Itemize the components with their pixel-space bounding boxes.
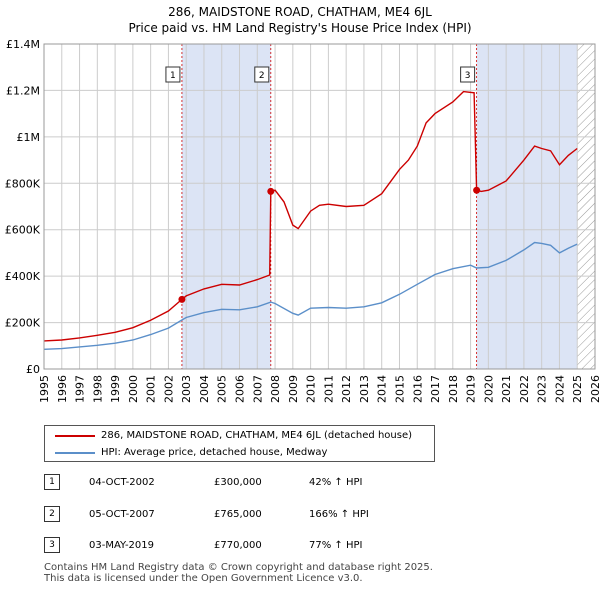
x-tick-label: 1998 [91,375,104,403]
sale-number-badge: 1 [44,474,60,490]
chart-title-line1: 286, MAIDSTONE ROAD, CHATHAM, ME4 6JL [168,5,432,19]
footer-line2: This data is licensed under the Open Gov… [44,573,363,584]
sale-hpi-change: 166% ↑ HPI [309,509,369,520]
sale-point-2 [267,187,275,195]
x-tick-label: 2022 [518,375,531,403]
sale-row-1: 1 04-OCT-2002 £300,000 42% ↑ HPI [44,474,444,492]
x-tick-label: 2015 [393,375,406,403]
sale-point-3 [473,186,481,194]
chart-title: 286, MAIDSTONE ROAD, CHATHAM, ME4 6JL Pr… [0,4,600,36]
footer-line1: Contains HM Land Registry data © Crown c… [44,562,433,573]
sale-date: 05-OCT-2007 [89,509,155,520]
x-tick-label: 2006 [234,375,247,403]
sale-price: £770,000 [214,540,262,551]
x-tick-label: 2004 [198,375,211,403]
y-tick-label: £1.2M [6,84,40,97]
series-line-hpi [43,241,578,350]
x-tick-label: 2007 [251,375,264,403]
x-tick-label: 2013 [358,375,371,403]
sale-date: 04-OCT-2002 [89,477,155,488]
x-tick-label: 2010 [305,375,318,403]
sale-hpi-change: 77% ↑ HPI [309,540,363,551]
x-tick-label: 2003 [180,375,193,403]
x-tick-label: 2000 [127,375,140,403]
x-tick-label: 2009 [287,375,300,403]
chart-title-line2: Price paid vs. HM Land Registry's House … [128,21,472,35]
forecast-hatch [577,44,595,369]
y-tick-label: £1M [17,131,41,144]
sale-number-badge: 2 [44,506,60,522]
sale-date: 03-MAY-2019 [89,540,155,551]
legend-label-property: 286, MAIDSTONE ROAD, CHATHAM, ME4 6JL (d… [101,430,413,441]
series-line-property [43,90,578,342]
x-tick-label: 1996 [56,375,69,403]
plot-frame [43,43,596,370]
sale-label-box-2 [254,66,270,83]
sale-hpi-change: 42% ↑ HPI [309,477,363,488]
y-tick-label: £600K [5,224,41,237]
price-chart: 1 2 3 £0 £200K £400K £600K £800K £1M £1.2M £1.4M 1… [5,38,600,403]
sale-price: £300,000 [214,477,262,488]
x-tick-label: 2026 [589,375,600,403]
legend-label-hpi: HPI: Average price, detached house, Medw… [101,447,328,458]
x-tick-label: 2020 [482,375,495,403]
x-tick-label: 2014 [376,375,389,403]
legend-swatch-property [55,435,95,437]
sale-label-3: 3 [465,71,471,81]
sale-row-2: 2 05-OCT-2007 £765,000 166% ↑ HPI [44,506,444,524]
sale-price: £765,000 [214,509,262,520]
y-tick-label: £1.4M [6,38,40,51]
x-tick-label: 2001 [145,375,158,403]
y-tick-label: £400K [5,270,41,283]
x-tick-label: 2018 [447,375,460,403]
y-tick-label: £200K [5,317,41,330]
shaded-range-2 [476,44,578,369]
x-tick-label: 1995 [38,375,51,403]
sale-label-box-1 [165,66,181,83]
sale-label-1: 1 [170,71,176,81]
x-tick-label: 2016 [411,375,424,403]
x-tick-label: 2019 [465,375,478,403]
x-tick-label: 2011 [322,375,335,403]
x-tick-label: 2025 [571,375,584,403]
x-tick-label: 2008 [269,375,282,403]
sale-row-3: 3 03-MAY-2019 £770,000 77% ↑ HPI [44,537,444,555]
x-tick-label: 2012 [340,375,353,403]
x-tick-label: 2024 [553,375,566,403]
x-tick-label: 1999 [109,375,122,403]
sale-point-1 [178,295,186,303]
x-tick-label: 2002 [162,375,175,403]
sale-label-2: 2 [259,71,265,81]
x-tick-label: 1997 [74,375,87,403]
x-tick-label: 2017 [429,375,442,403]
y-tick-label: £0 [26,363,40,376]
sale-label-box-3 [460,66,476,83]
y-tick-label: £800K [5,177,41,190]
x-tick-label: 2023 [536,375,549,403]
footer-attribution: Contains HM Land Registry data © Crown c… [44,562,433,584]
legend: 286, MAIDSTONE ROAD, CHATHAM, ME4 6JL (d… [44,425,435,462]
sale-number-badge: 3 [44,537,60,553]
x-tick-label: 2005 [216,375,229,403]
x-tick-label: 2021 [500,375,513,403]
legend-swatch-hpi [55,452,95,454]
